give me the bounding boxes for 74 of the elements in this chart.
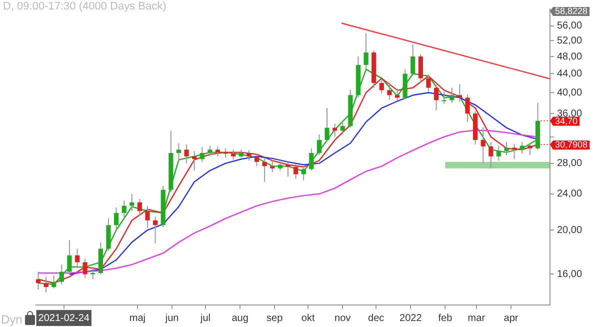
candlestick — [145, 205, 150, 229]
candlestick — [270, 160, 275, 173]
candlestick — [82, 258, 88, 278]
candlestick — [184, 144, 189, 164]
candlestick — [496, 145, 502, 162]
x-tick-label: okt — [301, 312, 315, 324]
x-tick-label: sep — [266, 312, 284, 324]
candlestick — [176, 142, 182, 162]
candlestick — [215, 146, 220, 157]
x-tick-label: apr — [504, 312, 519, 324]
candlestick — [340, 120, 345, 135]
candlestick — [434, 84, 439, 111]
y-tick-label: 28,00 — [557, 158, 582, 170]
candlestick — [74, 248, 80, 268]
candlestick — [504, 141, 509, 156]
annotation: 30,7908 — [555, 139, 588, 150]
candlestick — [231, 149, 236, 160]
x-tick-label: 2022 — [400, 312, 422, 324]
candlestick — [465, 94, 470, 122]
candlestick — [387, 82, 392, 100]
y-tick-label: 16,00 — [557, 268, 582, 280]
annotation: 34,70 — [555, 116, 578, 126]
x-tick-label: mar — [468, 312, 486, 324]
candlestick — [301, 166, 306, 181]
candlestick — [418, 54, 423, 84]
y-tick-label: 52,00 — [557, 35, 582, 46]
x-tick-label: 2021-02-24 — [38, 312, 90, 324]
candlestick — [286, 161, 290, 177]
candlestick — [278, 158, 282, 172]
y-tick-label: 48,00 — [557, 51, 582, 62]
y-tick-label: 40,00 — [557, 87, 582, 98]
candlestick — [528, 142, 532, 156]
candlestick — [512, 143, 517, 160]
candlestick — [293, 164, 298, 180]
candlestick — [324, 108, 330, 142]
candlestick — [394, 88, 400, 102]
candlestick — [106, 218, 111, 252]
x-tick-label: aug — [232, 312, 248, 324]
candlestick — [309, 148, 314, 172]
x-tick-label: dec — [368, 312, 384, 324]
x-tick-label: maj — [129, 312, 146, 324]
candlestick — [457, 83, 462, 102]
candlestick — [426, 74, 431, 92]
candlestick — [200, 146, 204, 162]
candlestick — [316, 134, 322, 156]
candlestick — [480, 126, 486, 164]
candlestick — [122, 200, 126, 219]
text: Dyn — [1, 312, 22, 326]
x-tick-label: jul — [199, 312, 210, 324]
candlestick — [450, 87, 454, 104]
candlestick — [442, 91, 446, 104]
y-tick-label: 20,00 — [557, 224, 582, 236]
candlestick — [152, 216, 158, 244]
candlestick — [67, 240, 72, 275]
text: 58,8228 — [555, 6, 588, 16]
candlestick — [44, 276, 48, 293]
x-tick-label: jun — [164, 312, 179, 324]
candlestick — [488, 141, 494, 169]
candlestick — [379, 80, 384, 94]
candlestick — [137, 198, 142, 216]
candlestick — [246, 150, 252, 162]
y-tick-label: 44,00 — [557, 68, 582, 80]
candlestick — [262, 157, 267, 182]
candlestick — [114, 207, 119, 231]
chart-title: D, 09:00-17:30 (4000 Days Back) — [3, 0, 166, 13]
x-tick-label: feb — [438, 312, 453, 324]
candlestick — [332, 123, 338, 138]
candlestick — [208, 145, 212, 157]
candlestick — [130, 193, 134, 212]
x-tick-label: nov — [334, 312, 351, 324]
y-tick-label: 24,00 — [557, 188, 582, 200]
candlestick — [520, 141, 524, 154]
candlestick — [254, 153, 260, 167]
y-tick-label: 56,00 — [557, 20, 582, 32]
